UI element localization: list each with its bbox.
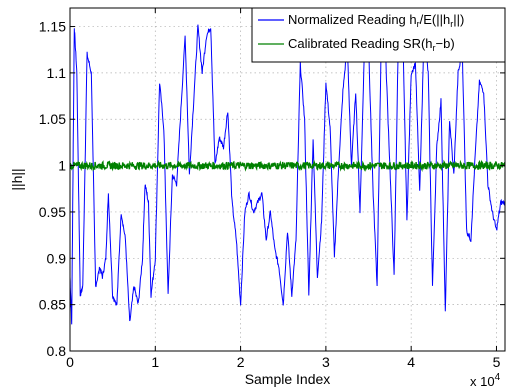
y-tick-label: 1.1 (47, 65, 67, 81)
x-tick-label: 2 (237, 354, 245, 370)
y-tick-label: 1 (58, 158, 66, 174)
y-tick-label: 0.9 (47, 250, 67, 266)
y-tick-label: 0.85 (39, 297, 66, 313)
legend-box (251, 7, 506, 63)
x-tick-label: 3 (322, 354, 330, 370)
y-tick-label: 1.15 (39, 19, 66, 35)
series-normalized-line (69, 23, 506, 325)
y-axis-label: ||h|| (9, 168, 25, 190)
legend: Normalized Reading hr/E(||hr||) Calibrat… (251, 7, 506, 63)
x-tick-label: 0 (66, 354, 74, 370)
x-tick-label: 4 (407, 354, 415, 370)
tick-labels: 0 1 2 3 4 5 0.8 0.85 0.9 0.95 1 1.05 1.1 1.15 (39, 19, 501, 370)
legend-entry-calibrated: Calibrated Reading SR(hr−b) (288, 36, 455, 53)
y-tick-label: 0.8 (47, 343, 67, 359)
legend-entry-normalized: Normalized Reading hr/E(||hr||) (288, 12, 464, 29)
x-axis-multiplier-base: x 10 (470, 374, 495, 389)
y-tick-label: 0.95 (39, 204, 66, 220)
series-calibrated-line (69, 159, 506, 172)
x-tick-label: 1 (151, 354, 159, 370)
y-tick-label: 1.05 (39, 111, 66, 127)
x-axis-multiplier: x 104 (470, 372, 501, 389)
x-tick-label: 5 (493, 354, 501, 370)
series-layer (69, 23, 506, 325)
x-axis-label: Sample Index (245, 371, 331, 387)
ticks (69, 8, 505, 352)
x-axis-multiplier-exp: 4 (495, 372, 501, 383)
